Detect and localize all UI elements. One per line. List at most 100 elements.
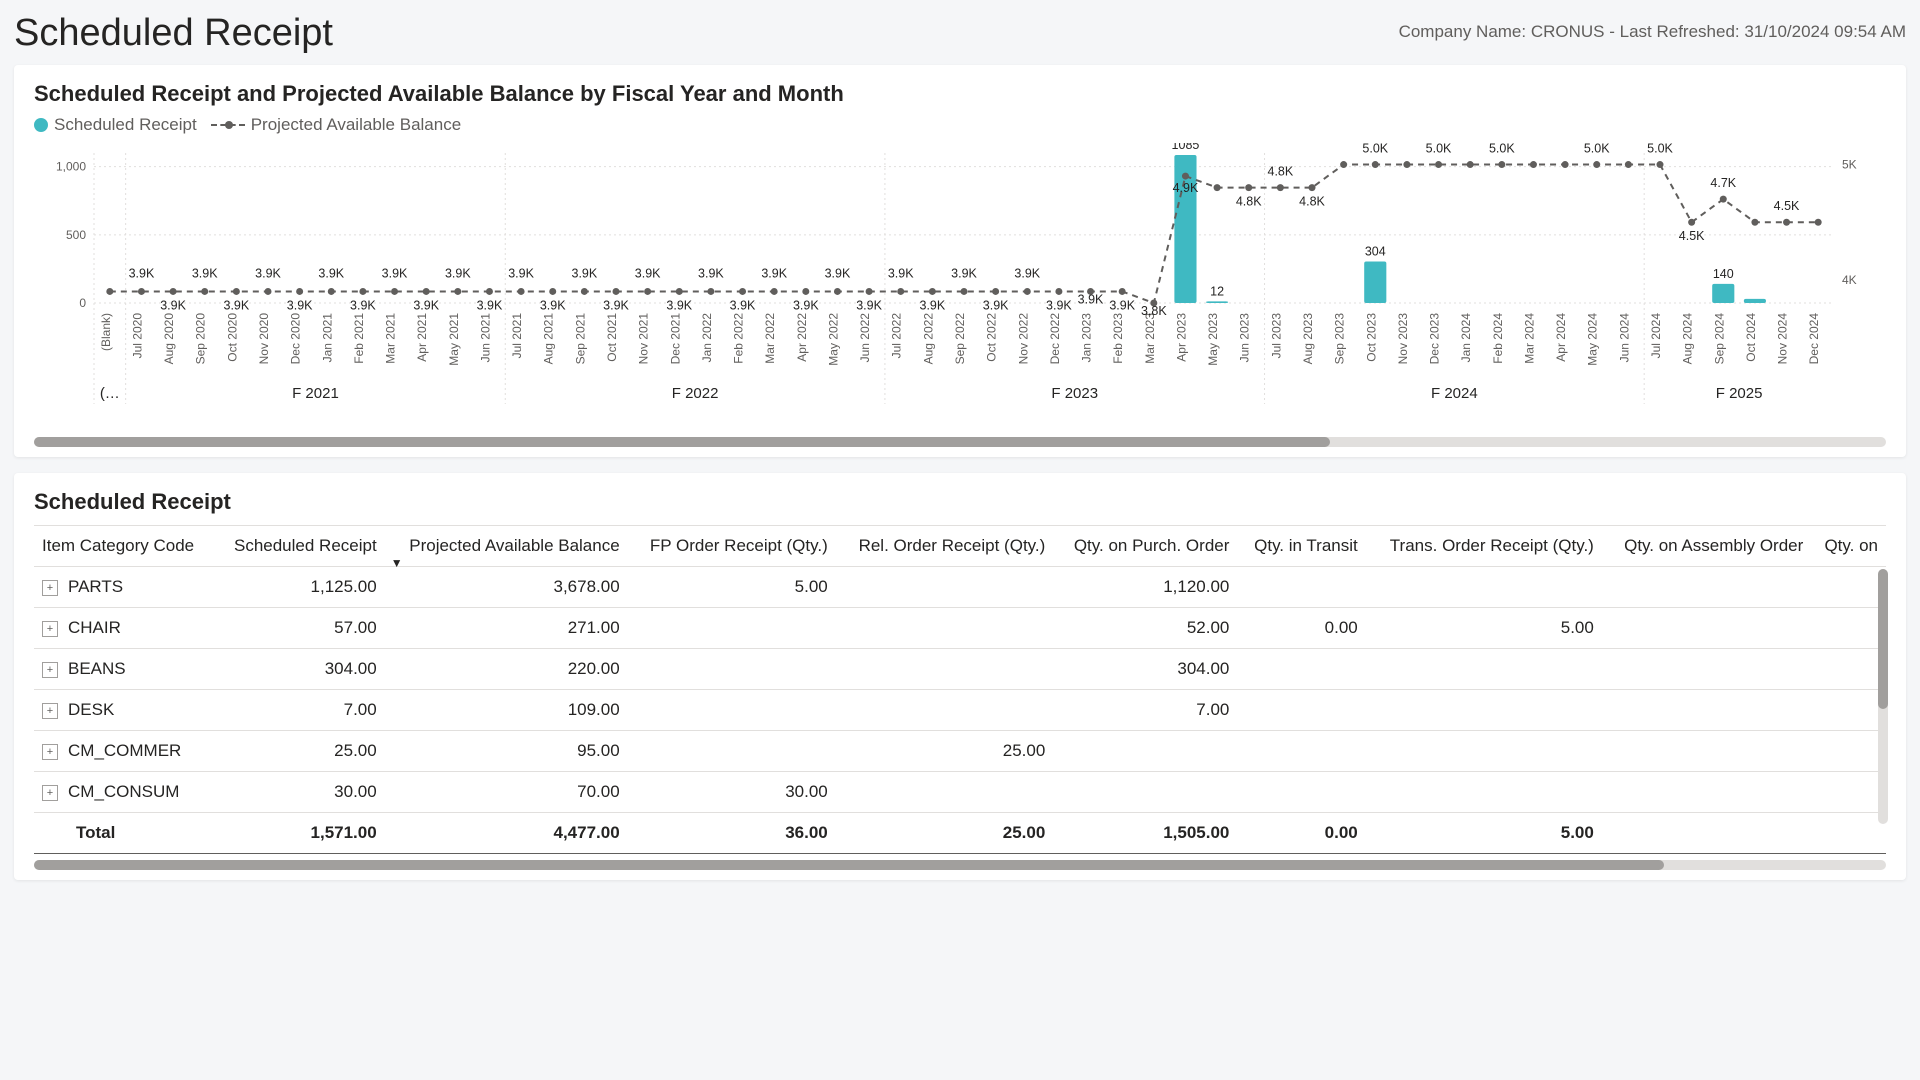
line-marker[interactable] — [1245, 184, 1252, 191]
expand-icon[interactable]: + — [42, 621, 58, 637]
expand-icon[interactable]: + — [42, 703, 58, 719]
line-marker[interactable] — [423, 288, 430, 295]
scrollbar-thumb[interactable] — [34, 437, 1330, 447]
line-marker[interactable] — [644, 288, 651, 295]
data-table[interactable]: Item Category CodeScheduled Receipt▼Proj… — [34, 525, 1886, 854]
line-marker[interactable] — [1688, 219, 1695, 226]
svg-text:3.9K: 3.9K — [983, 298, 1009, 312]
line-marker[interactable] — [1498, 161, 1505, 168]
line-marker[interactable] — [391, 288, 398, 295]
bar[interactable] — [1744, 299, 1766, 303]
expand-icon[interactable]: + — [42, 580, 58, 596]
line-marker[interactable] — [581, 288, 588, 295]
scrollbar-thumb[interactable] — [1878, 569, 1888, 709]
line-marker[interactable] — [1467, 161, 1474, 168]
svg-text:Jan 2023: Jan 2023 — [1080, 313, 1094, 363]
svg-text:(…: (… — [100, 385, 120, 402]
line-marker[interactable] — [802, 288, 809, 295]
expand-icon[interactable]: + — [42, 744, 58, 760]
line-marker[interactable] — [549, 288, 556, 295]
line-marker[interactable] — [613, 288, 620, 295]
line-marker[interactable] — [1593, 161, 1600, 168]
column-header[interactable]: ▼Projected Available Balance — [385, 526, 628, 567]
line-marker[interactable] — [1309, 184, 1316, 191]
line-marker[interactable] — [866, 288, 873, 295]
bar[interactable] — [1364, 262, 1386, 303]
column-header[interactable]: Rel. Order Receipt (Qty.) — [836, 526, 1054, 567]
combo-chart[interactable]: 05001,0004K5K(…F 2021F 2022F 2023F 2024F… — [34, 143, 1884, 433]
table-row[interactable]: +CHAIR57.00271.0052.000.005.00 — [34, 608, 1886, 649]
table-row[interactable]: +CM_COMMER25.0095.0025.00 — [34, 731, 1886, 772]
table-v-scrollbar[interactable] — [1878, 569, 1888, 824]
line-marker[interactable] — [739, 288, 746, 295]
line-marker[interactable] — [296, 288, 303, 295]
line-marker[interactable] — [1562, 161, 1569, 168]
line-marker[interactable] — [1403, 161, 1410, 168]
line-marker[interactable] — [1530, 161, 1537, 168]
line-marker[interactable] — [1182, 173, 1189, 180]
line-marker[interactable] — [1372, 161, 1379, 168]
line-marker[interactable] — [1751, 219, 1758, 226]
expand-icon[interactable]: + — [42, 785, 58, 801]
line-marker[interactable] — [1435, 161, 1442, 168]
line-marker[interactable] — [707, 288, 714, 295]
chart-h-scrollbar[interactable] — [34, 437, 1886, 447]
line-marker[interactable] — [1720, 196, 1727, 203]
line-marker[interactable] — [518, 288, 525, 295]
column-header[interactable]: Trans. Order Receipt (Qty.) — [1366, 526, 1602, 567]
table-row[interactable]: +PARTS1,125.003,678.005.001,120.00 — [34, 567, 1886, 608]
line-marker[interactable] — [1625, 161, 1632, 168]
line-marker[interactable] — [138, 288, 145, 295]
line-marker[interactable] — [170, 288, 177, 295]
line-marker[interactable] — [328, 288, 335, 295]
svg-text:3.9K: 3.9K — [160, 298, 186, 312]
expand-icon[interactable]: + — [42, 662, 58, 678]
line-marker[interactable] — [897, 288, 904, 295]
line-marker[interactable] — [106, 288, 113, 295]
table-row[interactable]: +CM_CONSUM30.0070.0030.00 — [34, 772, 1886, 813]
line-marker[interactable] — [1340, 161, 1347, 168]
svg-text:12: 12 — [1210, 284, 1224, 298]
line-marker[interactable] — [1277, 184, 1284, 191]
line-marker[interactable] — [1815, 219, 1822, 226]
line-marker[interactable] — [265, 288, 272, 295]
svg-text:Apr 2023: Apr 2023 — [1174, 313, 1188, 362]
projected-line[interactable] — [110, 165, 1818, 303]
line-marker[interactable] — [201, 288, 208, 295]
column-header[interactable]: Qty. on — [1811, 526, 1886, 567]
table-row[interactable]: +BEANS304.00220.00304.00 — [34, 649, 1886, 690]
bar[interactable] — [1206, 301, 1228, 303]
line-marker[interactable] — [486, 288, 493, 295]
scrollbar-thumb[interactable] — [34, 860, 1664, 870]
line-marker[interactable] — [1024, 288, 1031, 295]
line-marker[interactable] — [454, 288, 461, 295]
table-row[interactable]: +DESK7.00109.007.00 — [34, 690, 1886, 731]
cell-value: 304.00 — [1053, 649, 1237, 690]
column-header[interactable]: Item Category Code — [34, 526, 214, 567]
line-marker[interactable] — [1783, 219, 1790, 226]
legend-item-line[interactable]: Projected Available Balance — [211, 115, 461, 135]
column-header[interactable]: Qty. in Transit — [1237, 526, 1365, 567]
line-marker[interactable] — [929, 288, 936, 295]
line-marker[interactable] — [1657, 161, 1664, 168]
line-marker[interactable] — [359, 288, 366, 295]
cell-value — [1366, 567, 1602, 608]
line-marker[interactable] — [233, 288, 240, 295]
legend-item-bar[interactable]: Scheduled Receipt — [34, 115, 197, 135]
line-marker[interactable] — [771, 288, 778, 295]
line-marker[interactable] — [676, 288, 683, 295]
cell-value: 0.00 — [1237, 608, 1365, 649]
table-h-scrollbar[interactable] — [34, 860, 1886, 870]
line-marker[interactable] — [834, 288, 841, 295]
line-marker[interactable] — [1055, 288, 1062, 295]
column-header[interactable]: Qty. on Assembly Order — [1602, 526, 1811, 567]
bar[interactable] — [1712, 284, 1734, 303]
line-marker[interactable] — [992, 288, 999, 295]
line-marker[interactable] — [961, 288, 968, 295]
line-marker[interactable] — [1214, 184, 1221, 191]
column-header[interactable]: Scheduled Receipt — [214, 526, 384, 567]
column-header[interactable]: Qty. on Purch. Order — [1053, 526, 1237, 567]
line-marker[interactable] — [1119, 288, 1126, 295]
column-header[interactable]: FP Order Receipt (Qty.) — [628, 526, 836, 567]
svg-text:Sep 2021: Sep 2021 — [573, 313, 587, 365]
